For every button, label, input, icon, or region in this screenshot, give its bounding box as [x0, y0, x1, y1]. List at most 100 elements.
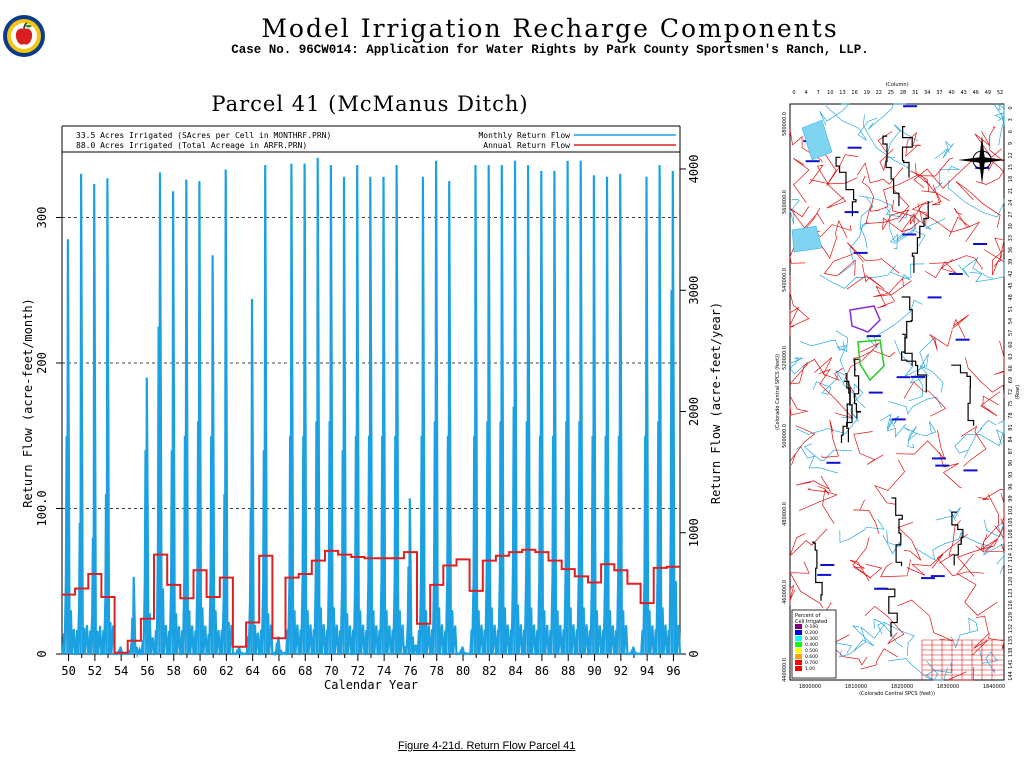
road-line	[980, 391, 1001, 417]
road-line	[971, 615, 989, 656]
map-label-mark	[826, 461, 841, 464]
x-axis-label: Calendar Year	[324, 678, 418, 692]
map-label-mark	[963, 469, 978, 472]
stream-line	[877, 621, 915, 656]
map-row-tick: 75	[1008, 401, 1014, 407]
map-row-tick: 18	[1008, 176, 1014, 182]
road-line	[929, 329, 953, 351]
annual-return-flow-line	[62, 548, 680, 654]
map-row-tick: 57	[1008, 330, 1014, 336]
map-row-tick: 51	[1008, 306, 1014, 312]
road-line	[860, 648, 898, 670]
stream-line	[796, 445, 839, 474]
map-legend-swatch	[795, 642, 802, 647]
x-tick-label: 60	[193, 664, 207, 678]
map-row-tick: 54	[1008, 318, 1014, 324]
road-line	[789, 306, 800, 337]
road-line	[955, 181, 1001, 228]
map-column-tick: 37	[936, 90, 942, 96]
road-line	[988, 633, 1005, 650]
map-column-tick: 4	[805, 90, 808, 96]
road-line	[931, 184, 950, 206]
x-tick-label: 58	[167, 664, 181, 678]
map-column-tick: 28	[900, 90, 906, 96]
map-column-tick: 7	[817, 90, 820, 96]
map-x-tick: 1800000	[799, 684, 821, 690]
road-line	[789, 561, 824, 609]
map-label-mark	[817, 573, 832, 576]
road-line	[920, 211, 971, 237]
map-row-tick: 132	[1008, 624, 1014, 634]
map-row-tick: 135	[1008, 636, 1014, 646]
x-tick-label: 68	[298, 664, 312, 678]
y2-tick-label: 4000	[687, 155, 701, 184]
stream-line	[819, 103, 850, 126]
stream-line	[800, 340, 845, 352]
map-y-tick: 560000.0	[782, 190, 788, 214]
map-y-tick: 480000.0	[782, 502, 788, 526]
stream-line	[851, 625, 875, 651]
stream-line	[903, 421, 937, 436]
road-line	[910, 170, 937, 193]
road-line	[790, 425, 816, 466]
map-row-tick: 99	[1008, 495, 1014, 501]
map-row-tick: 42	[1008, 270, 1014, 276]
map-legend-swatch	[795, 624, 802, 629]
map-x-tick: 1840000	[983, 684, 1005, 690]
stream-line	[950, 617, 979, 649]
legend-label: Annual Return Flow	[483, 141, 570, 150]
y2-tick-label: 2000	[687, 397, 701, 426]
map-row-tick: 141	[1008, 659, 1014, 669]
road-line	[823, 253, 856, 277]
stream-line	[839, 221, 869, 275]
map-legend-label: 1.00	[805, 666, 815, 672]
map-legend-title: Percent of	[795, 613, 820, 619]
map-row-tick: 48	[1008, 294, 1014, 300]
stream-line	[890, 263, 925, 281]
stream-line	[914, 531, 963, 561]
map-x-tick: 1830000	[937, 684, 959, 690]
stream-line	[934, 140, 955, 160]
irrigation-parcel-map: (Column) 0 4 7 10 13 16 19 22 25 28 31 34 37 40 43 46 49 5…	[775, 82, 1021, 697]
map-row-tick: 15	[1008, 164, 1014, 170]
map-y-label: (Colorado Central SPCS (feet))	[775, 354, 781, 430]
map-column-tick: 25	[888, 90, 894, 96]
road-line	[792, 157, 810, 203]
parcel-outline	[891, 497, 903, 566]
road-line	[882, 209, 910, 233]
map-row-tick: 12	[1008, 152, 1014, 158]
road-line	[900, 213, 920, 233]
road-line	[795, 475, 831, 492]
road-line	[993, 340, 1005, 375]
stream-line	[935, 507, 961, 522]
map-column-tick: 46	[973, 90, 979, 96]
y-axis-label: Return Flow (acre-feet/month)	[21, 298, 35, 508]
road-line	[817, 485, 835, 524]
stream-line	[908, 353, 929, 402]
stream-line	[930, 165, 960, 194]
map-row-tick: 3	[1008, 118, 1014, 121]
map-row-tick: 117	[1008, 565, 1014, 575]
road-line	[846, 242, 900, 274]
map-label-mark	[902, 233, 917, 236]
parcel-outline	[844, 380, 853, 443]
map-column-tick: 31	[912, 90, 918, 96]
map-row-tick: 108	[1008, 529, 1014, 539]
map-label-mark	[973, 243, 988, 245]
map-row-tick: 102	[1008, 506, 1014, 516]
compass-needle	[958, 157, 1006, 163]
map-column-tick: 34	[924, 90, 930, 96]
map-label-mark	[820, 564, 835, 566]
stream-line	[947, 179, 1005, 218]
map-row-tick: 39	[1008, 259, 1014, 265]
page-title: Model Irrigation Recharge Components	[261, 14, 839, 43]
road-line	[905, 131, 921, 157]
stream-line	[835, 370, 866, 408]
road-line	[938, 520, 961, 564]
map-row-tick: 0	[1008, 106, 1014, 109]
road-line	[897, 599, 953, 641]
highlight-parcel-green	[857, 339, 885, 382]
road-line	[873, 459, 906, 505]
map-row-tick: 87	[1008, 448, 1014, 454]
